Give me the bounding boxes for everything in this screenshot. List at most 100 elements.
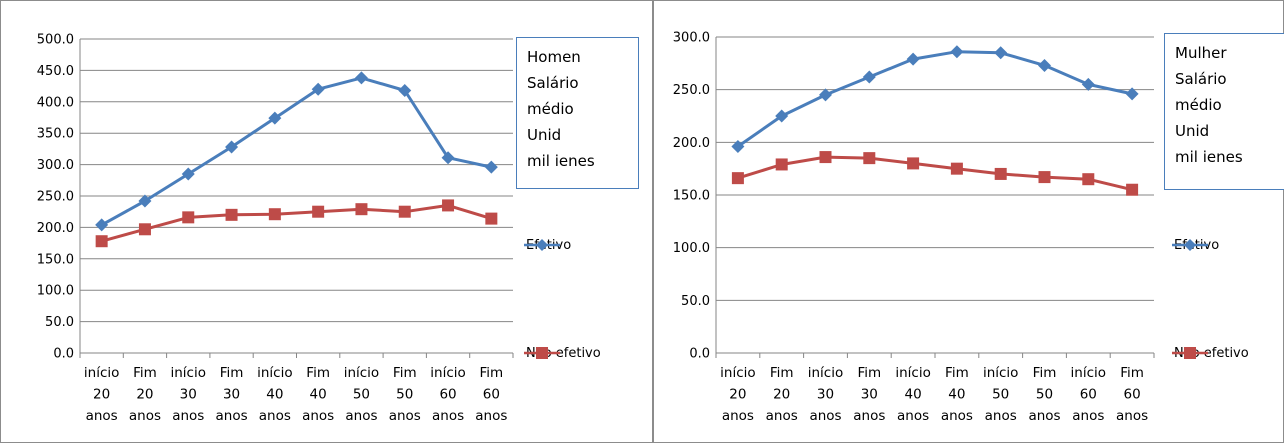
x-tick-label: início	[1071, 365, 1107, 381]
x-tick-label: 60	[1080, 387, 1097, 403]
data-point-diamond	[775, 109, 789, 123]
x-tick-label: Fim	[1120, 365, 1144, 381]
x-tick-label: 40	[310, 387, 327, 403]
x-tick-label: início	[430, 365, 466, 381]
data-point-square	[312, 205, 325, 218]
y-tick-label: 400.0	[37, 95, 74, 110]
chart-annotation-box: Homen Salário médio Unid mil ienes	[516, 37, 639, 189]
y-tick-label: 100.0	[673, 241, 710, 256]
data-point-square	[225, 208, 238, 221]
y-tick-label: 0.0	[53, 347, 74, 362]
annotation-line: Mulher	[1175, 44, 1227, 62]
x-tick-label: início	[257, 365, 293, 381]
legend-item-nao-efetivo: Não efetivo	[524, 346, 601, 361]
x-tick-label: 20	[729, 387, 746, 403]
data-point-diamond	[906, 52, 920, 66]
x-tick-label: Fim	[220, 365, 244, 381]
x-tick-label: 20	[773, 387, 790, 403]
x-tick-label: 50	[1036, 387, 1053, 403]
y-tick-label: 150.0	[673, 189, 710, 204]
x-tick-label: início	[720, 365, 756, 381]
data-point-diamond	[484, 160, 498, 174]
data-point-diamond	[819, 88, 832, 102]
x-tick-label: Fim	[857, 365, 881, 381]
x-tick-label: início	[808, 365, 844, 381]
data-point-diamond	[731, 140, 745, 154]
x-tick-label: Fim	[480, 365, 504, 381]
data-point-diamond	[1038, 58, 1051, 72]
annotation-line: Salário	[527, 74, 579, 92]
data-point-diamond	[862, 70, 876, 84]
x-tick-label: Fim	[133, 365, 157, 381]
x-tick-label: início	[344, 365, 380, 381]
x-tick-label: anos	[432, 408, 464, 424]
data-point-diamond	[181, 167, 195, 181]
annotation-line: Unid	[1175, 122, 1210, 140]
x-tick-label: anos	[86, 408, 118, 424]
data-point-square	[398, 205, 411, 218]
y-tick-label: 200.0	[37, 221, 74, 236]
x-tick-label: anos	[766, 408, 798, 424]
x-tick-label: anos	[129, 408, 161, 424]
data-point-square	[907, 157, 920, 170]
y-tick-label: 250.0	[673, 83, 710, 98]
x-tick-label: anos	[722, 408, 754, 424]
x-tick-label: Fim	[393, 365, 417, 381]
chart-panel-women: 0.0 50.0 100.0 150.0 200.0 250.0 300.0 início 20…	[653, 0, 1284, 443]
data-point-square	[1038, 171, 1051, 184]
data-point-square	[355, 203, 368, 216]
data-point-square	[268, 208, 281, 221]
x-tick-label: Fim	[945, 365, 969, 381]
x-tick-label: anos	[475, 408, 507, 424]
x-tick-label: anos	[941, 408, 973, 424]
legend-swatch-diamond	[524, 239, 560, 251]
x-tick-label: 50	[353, 387, 370, 403]
data-point-square	[182, 211, 195, 224]
data-point-diamond	[95, 218, 109, 232]
data-point-diamond	[441, 151, 455, 165]
annotation-line: mil ienes	[1175, 148, 1243, 166]
x-tick-label: anos	[809, 408, 841, 424]
series-line	[101, 203, 492, 243]
x-tick-label: 60	[1124, 387, 1141, 403]
line-chart-men: 0.0 50.0 100.0 150.0 200.0 250.0 300.0 350.0 400…	[37, 33, 514, 424]
data-point-square	[138, 223, 151, 236]
data-point-diamond	[994, 46, 1008, 60]
data-point-diamond	[311, 82, 325, 96]
x-tick-label: 50	[992, 387, 1009, 403]
y-tick-label: 100.0	[37, 284, 74, 299]
data-point-square	[442, 199, 455, 212]
x-tick-label: 30	[817, 387, 834, 403]
x-tick-label: Fim	[1033, 365, 1057, 381]
legend-swatch-square	[524, 347, 560, 359]
series-line	[737, 50, 1133, 148]
x-tick-label: anos	[389, 408, 421, 424]
data-point-diamond	[398, 83, 412, 97]
x-tick-label: 40	[948, 387, 965, 403]
data-point-square	[950, 162, 963, 175]
x-tick-label: início	[171, 365, 207, 381]
x-tick-label: 30	[223, 387, 240, 403]
x-tick-label: 20	[93, 387, 110, 403]
series-line	[100, 76, 492, 227]
y-tick-label: 200.0	[673, 136, 710, 151]
legend-swatch-square	[1172, 347, 1208, 359]
data-point-square	[775, 158, 788, 171]
x-tick-label: anos	[1116, 408, 1148, 424]
x-tick-label: 30	[180, 387, 197, 403]
y-tick-label: 500.0	[37, 33, 74, 48]
data-point-diamond	[138, 194, 152, 208]
data-point-square	[863, 152, 876, 165]
data-point-square	[1126, 183, 1139, 196]
legend-item-nao-efetivo: Não efetivo	[1172, 346, 1249, 361]
series-line	[737, 155, 1133, 192]
data-point-diamond	[1081, 77, 1095, 91]
x-tick-label: 60	[483, 387, 500, 403]
data-point-square	[1082, 173, 1095, 186]
x-tick-label: 40	[266, 387, 283, 403]
x-tick-label: 20	[136, 387, 153, 403]
y-tick-label: 50.0	[45, 315, 74, 330]
data-point-square	[819, 151, 832, 164]
data-point-diamond	[1125, 87, 1139, 101]
annotation-line: mil ienes	[527, 152, 595, 170]
